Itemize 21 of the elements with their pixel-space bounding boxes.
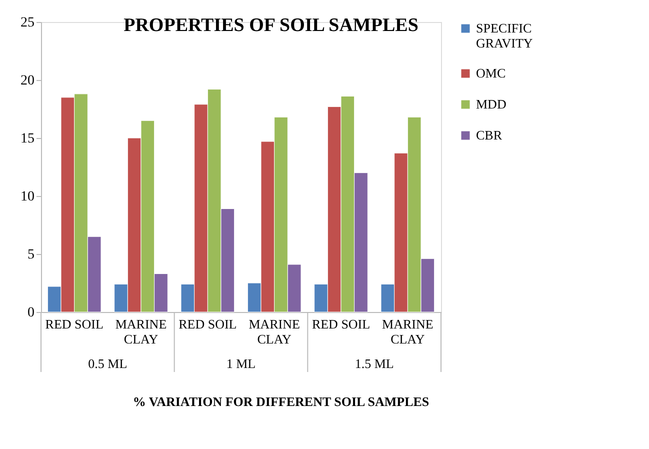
text: 1 ML: [226, 356, 256, 371]
legend-label: MDD: [476, 96, 506, 112]
x-axis-title: % VARIATION FOR DIFFERENT SOIL SAMPLES: [132, 394, 430, 409]
chart-title: PROPERTIES OF SOIL SAMPLES: [124, 15, 418, 36]
y-tick-label: 5: [28, 248, 34, 262]
y-tick-label: 25: [20, 16, 34, 30]
x-tick-label: MARINE CLAY: [115, 316, 167, 346]
x-tick-label: MARINE CLAY: [382, 316, 434, 346]
x-tick-label: RED SOIL: [45, 316, 104, 332]
x-tick-label: RED SOIL: [312, 316, 370, 332]
x-tick-label: RED SOIL: [178, 316, 237, 332]
legend-label: OMC: [476, 66, 506, 80]
legend-label: CBR: [476, 128, 502, 142]
y-tick-label: 20: [20, 74, 34, 88]
y-tick-label: 10: [20, 190, 34, 204]
text: 0.5 ML: [88, 356, 128, 371]
text: 1.5 ML: [354, 356, 394, 371]
x-tick-label: MARINE CLAY: [248, 316, 300, 346]
y-tick-label: 15: [20, 132, 34, 146]
legend-label: SPECIFIC GRAVITY: [476, 20, 534, 50]
y-tick-label: 0: [28, 306, 34, 320]
